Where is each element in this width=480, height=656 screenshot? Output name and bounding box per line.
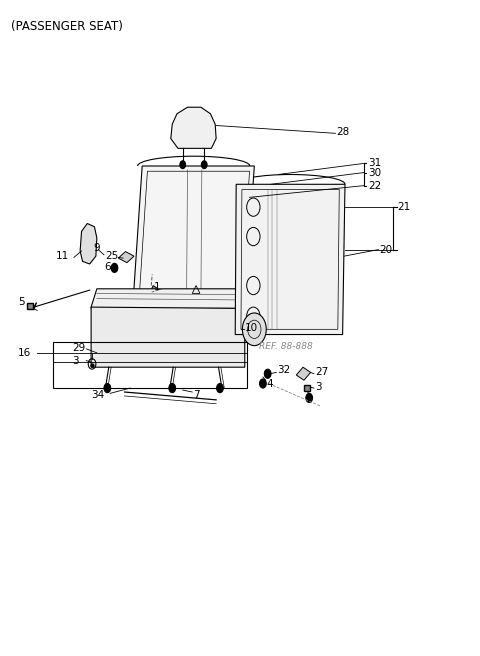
- Polygon shape: [235, 184, 345, 335]
- Text: 3: 3: [72, 356, 79, 365]
- Text: 6: 6: [104, 262, 110, 272]
- Polygon shape: [118, 251, 134, 262]
- Text: 31: 31: [368, 158, 381, 169]
- Circle shape: [111, 263, 118, 272]
- Text: 9: 9: [94, 243, 100, 253]
- Text: 4: 4: [267, 379, 273, 388]
- Circle shape: [264, 369, 271, 379]
- Circle shape: [169, 384, 176, 393]
- Text: 11: 11: [56, 251, 70, 261]
- Polygon shape: [149, 285, 158, 297]
- Text: 22: 22: [368, 180, 381, 191]
- Text: 5: 5: [18, 297, 24, 307]
- Text: 7: 7: [193, 390, 200, 400]
- Circle shape: [242, 313, 266, 346]
- Circle shape: [306, 394, 312, 403]
- Text: 3: 3: [315, 382, 322, 392]
- Polygon shape: [80, 224, 97, 264]
- Text: (PASSENGER SEAT): (PASSENGER SEAT): [11, 20, 123, 33]
- Text: 25: 25: [106, 251, 119, 261]
- Text: 10: 10: [245, 323, 258, 333]
- Text: 30: 30: [368, 167, 381, 178]
- Polygon shape: [171, 107, 216, 148]
- Text: 32: 32: [277, 365, 290, 375]
- Polygon shape: [91, 289, 245, 308]
- Circle shape: [216, 384, 223, 393]
- Text: 34: 34: [91, 390, 104, 400]
- Text: 16: 16: [18, 348, 31, 358]
- Text: 20: 20: [379, 245, 393, 255]
- Circle shape: [260, 379, 266, 388]
- Text: 28: 28: [336, 127, 349, 137]
- Circle shape: [201, 161, 207, 169]
- Text: 1: 1: [154, 282, 161, 292]
- Text: 29: 29: [72, 342, 85, 352]
- Text: 21: 21: [397, 202, 411, 212]
- Circle shape: [180, 161, 186, 169]
- Polygon shape: [296, 367, 311, 380]
- Text: REF. 88-888: REF. 88-888: [259, 342, 313, 351]
- Circle shape: [104, 384, 111, 393]
- Text: 27: 27: [315, 367, 329, 377]
- Polygon shape: [91, 307, 245, 367]
- Polygon shape: [132, 166, 254, 308]
